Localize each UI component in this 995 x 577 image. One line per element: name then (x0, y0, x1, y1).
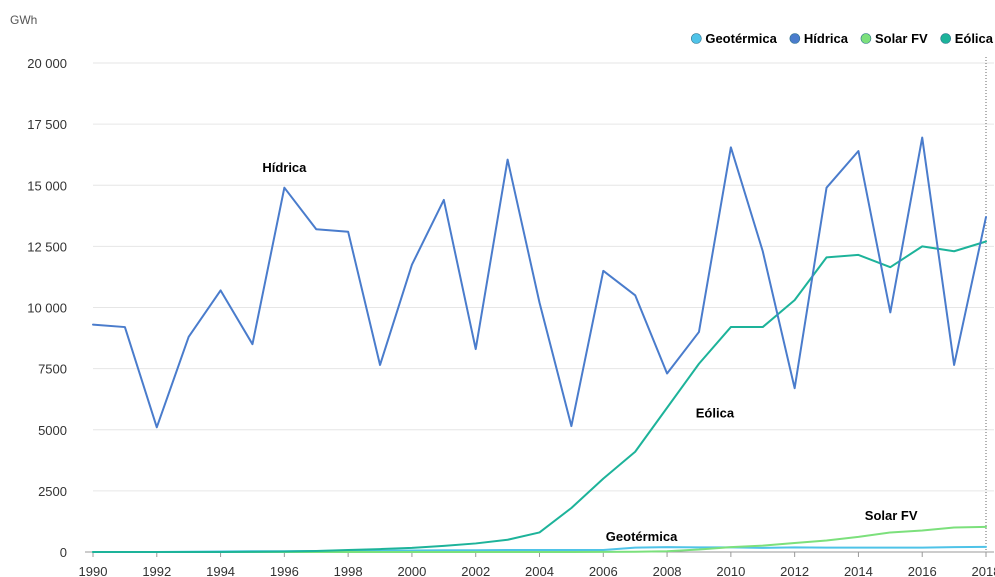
y-tick-label: 15 000 (27, 178, 67, 193)
y-tick-label: 5000 (38, 423, 67, 438)
x-tick-label: 2016 (908, 564, 937, 577)
legend-label-solar-fv[interactable]: Solar FV (875, 31, 928, 46)
x-tick-label: 2014 (844, 564, 873, 577)
legend-label-eolica[interactable]: Eólica (955, 31, 994, 46)
series-lines (92, 136, 987, 553)
legend-marker-hidrica[interactable] (789, 33, 801, 44)
x-tick-label: 2010 (716, 564, 745, 577)
y-tick-label: 10 000 (27, 301, 67, 316)
y-tick-label: 7500 (38, 362, 67, 377)
y-tick-label: 2500 (38, 484, 67, 499)
x-tick-label: 1992 (142, 564, 171, 577)
y-tick-label: 0 (60, 545, 67, 560)
x-tick-label: 2002 (461, 564, 490, 577)
series-labels: Geotérmica Hídrica Solar FV Eólica (262, 160, 918, 544)
x-tick-label: 1998 (334, 564, 363, 577)
legend-marker-solar-fv[interactable] (860, 33, 872, 44)
series-label-hidrica: Hídrica (262, 160, 307, 175)
grid (93, 62, 994, 492)
legend-marker-eolica[interactable] (940, 33, 952, 44)
y-unit-label: GWh (10, 13, 37, 27)
axes: GWh 0 2500 5000 7500 10 000 12 500 15 000 17 500… (10, 13, 995, 577)
legend-label-geotermica[interactable]: Geotérmica (705, 31, 777, 46)
x-tick-label: 2006 (589, 564, 618, 577)
y-tick-label: 20 000 (27, 56, 67, 71)
series-label-geotermica: Geotérmica (606, 529, 678, 544)
series-line-eolica[interactable] (92, 240, 987, 553)
legend-marker-geotermica[interactable] (691, 33, 702, 44)
series-line-hidrica[interactable] (92, 136, 987, 429)
legend-label-hidrica[interactable]: Hídrica (804, 31, 849, 46)
series-label-eolica: Eólica (696, 406, 735, 421)
series-label-solar-fv: Solar FV (865, 508, 918, 523)
x-tick-label: 2012 (780, 564, 809, 577)
legend[interactable]: Eólica Solar FV Hídrica Geotérmica (691, 31, 994, 46)
x-tick-label: 1990 (79, 564, 108, 577)
x-tick-label: 1996 (270, 564, 299, 577)
x-tick-label: 2008 (653, 564, 682, 577)
y-tick-label: 12 500 (27, 239, 67, 254)
x-tick-label: 2000 (397, 564, 426, 577)
x-tick-label: 2004 (525, 564, 554, 577)
x-tick-label: 2018 (972, 564, 995, 577)
x-tick-label: 1994 (206, 564, 235, 577)
y-tick-label: 17 500 (27, 117, 67, 132)
